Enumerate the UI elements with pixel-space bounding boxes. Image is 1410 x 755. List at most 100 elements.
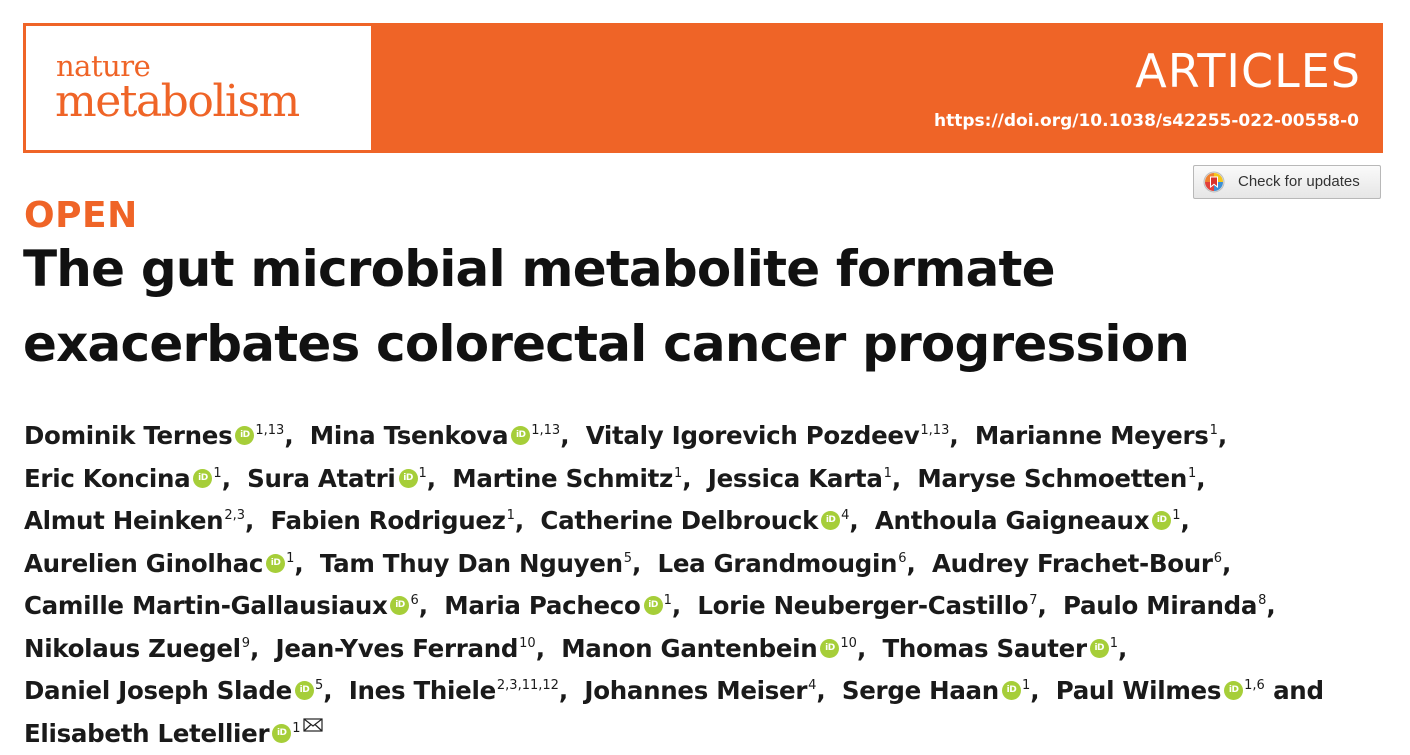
author[interactable]: Aurelien Ginolhac iD 1,	[24, 549, 312, 578]
author[interactable]: Ines Thiele2,3,11,12,	[349, 676, 576, 705]
author-name: Daniel Joseph Slade	[24, 676, 292, 705]
affiliation-marker[interactable]: 9	[241, 635, 251, 651]
author[interactable]: Daniel Joseph Slade iD 5,	[24, 676, 340, 705]
affiliation-marker[interactable]: 1	[883, 465, 892, 481]
author[interactable]: Audrey Frachet-Bour6,	[932, 549, 1239, 578]
author[interactable]: Nikolaus Zuegel9,	[24, 634, 267, 663]
author[interactable]: Catherine Delbrouck iD 4,	[540, 506, 866, 535]
author-separator: ,	[250, 633, 268, 663]
journal-name-bottom: metabolism	[55, 76, 300, 127]
orcid-icon[interactable]: iD	[1001, 681, 1021, 700]
author-name: Thomas Sauter	[882, 633, 1087, 663]
affiliation-marker[interactable]: 2,3,11,12	[496, 678, 559, 693]
orcid-icon[interactable]: iD	[820, 638, 840, 658]
author[interactable]: Thomas Sauter iD 1,	[882, 634, 1135, 663]
affiliation-marker[interactable]: 1	[1109, 635, 1119, 651]
author[interactable]: Mina Tsenkova iD 1,13,	[310, 421, 578, 450]
author[interactable]: Paul Wilmes iD 1,6 and	[1056, 676, 1332, 705]
orcid-icon[interactable]: iD	[272, 723, 292, 743]
orcid-icon[interactable]: iD	[294, 681, 314, 700]
affiliation-marker[interactable]: 6	[410, 593, 419, 608]
affiliation-marker[interactable]: 4	[808, 678, 817, 693]
author[interactable]: Sura Atatri iD 1,	[247, 464, 444, 493]
author[interactable]: Maryse Schmoetten1,	[917, 464, 1213, 493]
author-separator: ,	[891, 463, 910, 493]
orcid-icon[interactable]: iD	[266, 553, 286, 573]
author-separator: ,	[245, 506, 263, 535]
author[interactable]: Fabien Rodriguez1,	[271, 506, 533, 535]
author-name: Ines Thiele	[348, 676, 496, 705]
author-separator: ,	[1030, 676, 1048, 705]
affiliation-marker[interactable]: 6	[1213, 550, 1222, 566]
author[interactable]: Vitaly Igorevich Pozdeev1,13,	[586, 421, 967, 450]
orcid-icon[interactable]: iD	[398, 468, 418, 488]
orcid-icon[interactable]: iD	[1152, 511, 1172, 530]
author[interactable]: Serge Haan iD 1,	[842, 676, 1048, 705]
affiliation-marker[interactable]: 1	[1021, 678, 1031, 693]
author-separator: ,	[1196, 463, 1214, 493]
affiliation-marker[interactable]: 1	[418, 465, 427, 481]
affiliation-marker[interactable]: 10	[519, 635, 536, 651]
journal-name-top: nature	[56, 49, 151, 83]
affiliation-marker[interactable]: 1	[1188, 465, 1197, 481]
author[interactable]: Johannes Meiser4,	[584, 676, 833, 705]
affiliation-marker[interactable]: 1	[292, 720, 301, 736]
affiliation-marker[interactable]: 7	[1029, 593, 1038, 608]
author[interactable]: Anthoula Gaigneaux iD 1,	[875, 506, 1198, 535]
affiliation-marker[interactable]: 5	[314, 678, 324, 693]
orcid-icon[interactable]: iD	[643, 596, 663, 615]
affiliation-marker[interactable]: 1	[663, 593, 672, 608]
author-name: Maryse Schmoetten	[917, 463, 1188, 493]
affiliation-marker[interactable]: 1	[286, 550, 295, 566]
orcid-icon[interactable]: iD	[193, 468, 213, 488]
orcid-icon-text: iD	[648, 600, 658, 610]
author-separator: ,	[1221, 548, 1240, 578]
affiliation-marker[interactable]: 8	[1258, 593, 1267, 608]
affiliation-marker[interactable]: 1,13	[920, 423, 950, 438]
orcid-icon[interactable]: iD	[1224, 681, 1244, 700]
author[interactable]: Camille Martin-Gallausiaux iD 6,	[24, 591, 436, 620]
affiliation-marker[interactable]: 1,13	[255, 423, 285, 438]
affiliation-marker[interactable]: 6	[898, 550, 907, 566]
orcid-icon[interactable]: iD	[1089, 638, 1109, 658]
affiliation-marker[interactable]: 1	[1209, 423, 1218, 438]
affiliation-marker[interactable]: 10	[840, 635, 857, 651]
author[interactable]: Jean-Yves Ferrand10,	[276, 634, 553, 663]
envelope-icon[interactable]	[302, 717, 323, 732]
affiliation-marker[interactable]: 1	[213, 465, 222, 481]
author[interactable]: Martine Schmitz1,	[452, 464, 699, 493]
doi-link[interactable]: https://doi.org/10.1038/s42255-022-00558…	[934, 111, 1359, 131]
journal-logo[interactable]: nature metabolism	[26, 26, 371, 150]
orcid-icon-text: iD	[1228, 685, 1239, 695]
author[interactable]: Dominik Ternes iD 1,13,	[24, 421, 302, 450]
affiliation-marker[interactable]: 1	[506, 508, 515, 523]
author[interactable]: Paulo Miranda8,	[1063, 591, 1284, 620]
orcid-icon[interactable]: iD	[235, 426, 255, 445]
affiliation-marker[interactable]: 1,13	[531, 423, 561, 438]
orcid-icon[interactable]: iD	[390, 596, 410, 615]
affiliation-marker[interactable]: 5	[623, 550, 633, 566]
author[interactable]: Almut Heinken2,3,	[24, 506, 262, 535]
affiliation-marker[interactable]: 1	[673, 465, 683, 481]
orcid-icon[interactable]: iD	[511, 426, 531, 445]
author[interactable]: Manon Gantenbein iD 10,	[561, 634, 874, 663]
author[interactable]: Jessica Karta1,	[708, 464, 909, 493]
affiliation-marker[interactable]: 1,6	[1244, 678, 1265, 693]
affiliation-marker[interactable]: 1	[1172, 508, 1181, 523]
affiliation-marker[interactable]: 4	[841, 508, 850, 523]
author[interactable]: Tam Thuy Dan Nguyen5,	[320, 549, 649, 578]
affiliation-marker[interactable]: 2,3	[224, 508, 246, 523]
author-name: Almut Heinken	[24, 506, 224, 535]
author[interactable]: Eric Koncina iD 1,	[24, 464, 239, 493]
author[interactable]: Marianne Meyers1,	[975, 421, 1235, 450]
orcid-icon-text: iD	[270, 557, 281, 568]
author-separator: ,	[294, 548, 312, 578]
author[interactable]: Elisabeth Letellier iD 1	[24, 717, 323, 748]
author[interactable]: Lea Grandmougin6,	[658, 549, 924, 578]
author-name: Tam Thuy Dan Nguyen	[319, 548, 623, 578]
author-separator: ,	[1037, 591, 1055, 620]
orcid-icon[interactable]: iD	[821, 511, 841, 530]
author[interactable]: Maria Pacheco iD 1,	[444, 591, 689, 620]
author[interactable]: Lorie Neuberger-Castillo7,	[697, 591, 1054, 620]
check-for-updates-button[interactable]: Check for updates	[1193, 165, 1381, 199]
